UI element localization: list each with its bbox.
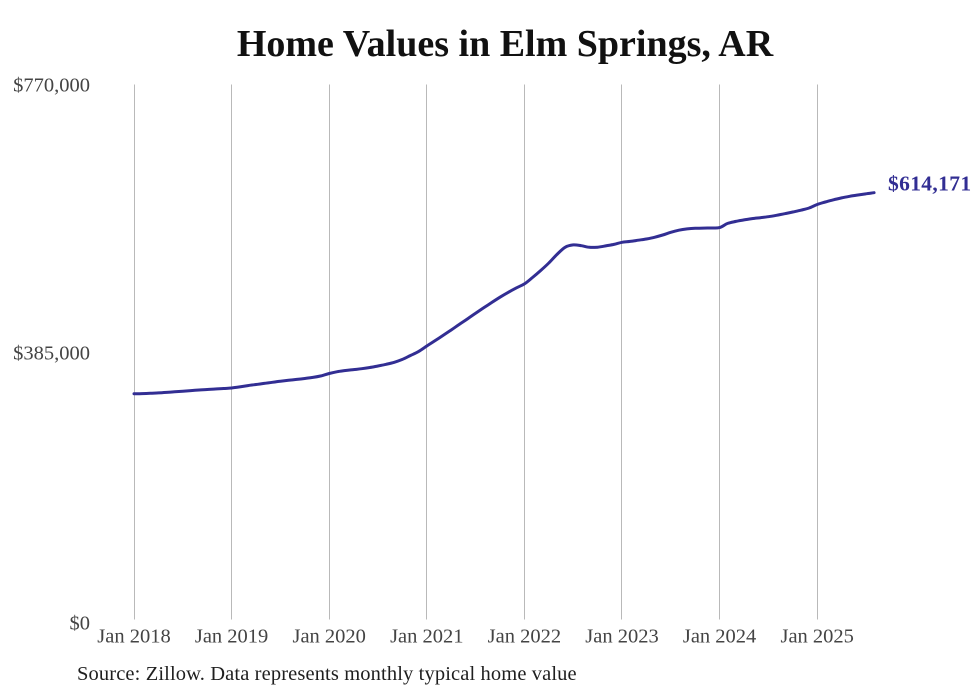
svg-text:Jan 2024: Jan 2024 bbox=[683, 626, 756, 648]
svg-text:$0: $0 bbox=[70, 612, 91, 634]
svg-text:$385,000: $385,000 bbox=[13, 343, 90, 365]
svg-text:Jan 2019: Jan 2019 bbox=[195, 626, 268, 648]
svg-text:Jan 2020: Jan 2020 bbox=[292, 626, 365, 648]
svg-text:Jan 2022: Jan 2022 bbox=[488, 626, 561, 648]
svg-text:Source: Zillow. Data represent: Source: Zillow. Data represents monthly … bbox=[77, 663, 577, 685]
svg-text:$614,171: $614,171 bbox=[888, 172, 971, 196]
svg-text:$770,000: $770,000 bbox=[13, 74, 90, 96]
svg-text:Jan 2018: Jan 2018 bbox=[97, 626, 170, 648]
svg-text:Jan 2021: Jan 2021 bbox=[390, 626, 463, 648]
svg-text:Jan 2023: Jan 2023 bbox=[585, 626, 658, 648]
svg-text:Jan 2025: Jan 2025 bbox=[780, 626, 853, 648]
svg-text:Home Values in Elm Springs, AR: Home Values in Elm Springs, AR bbox=[237, 23, 774, 65]
